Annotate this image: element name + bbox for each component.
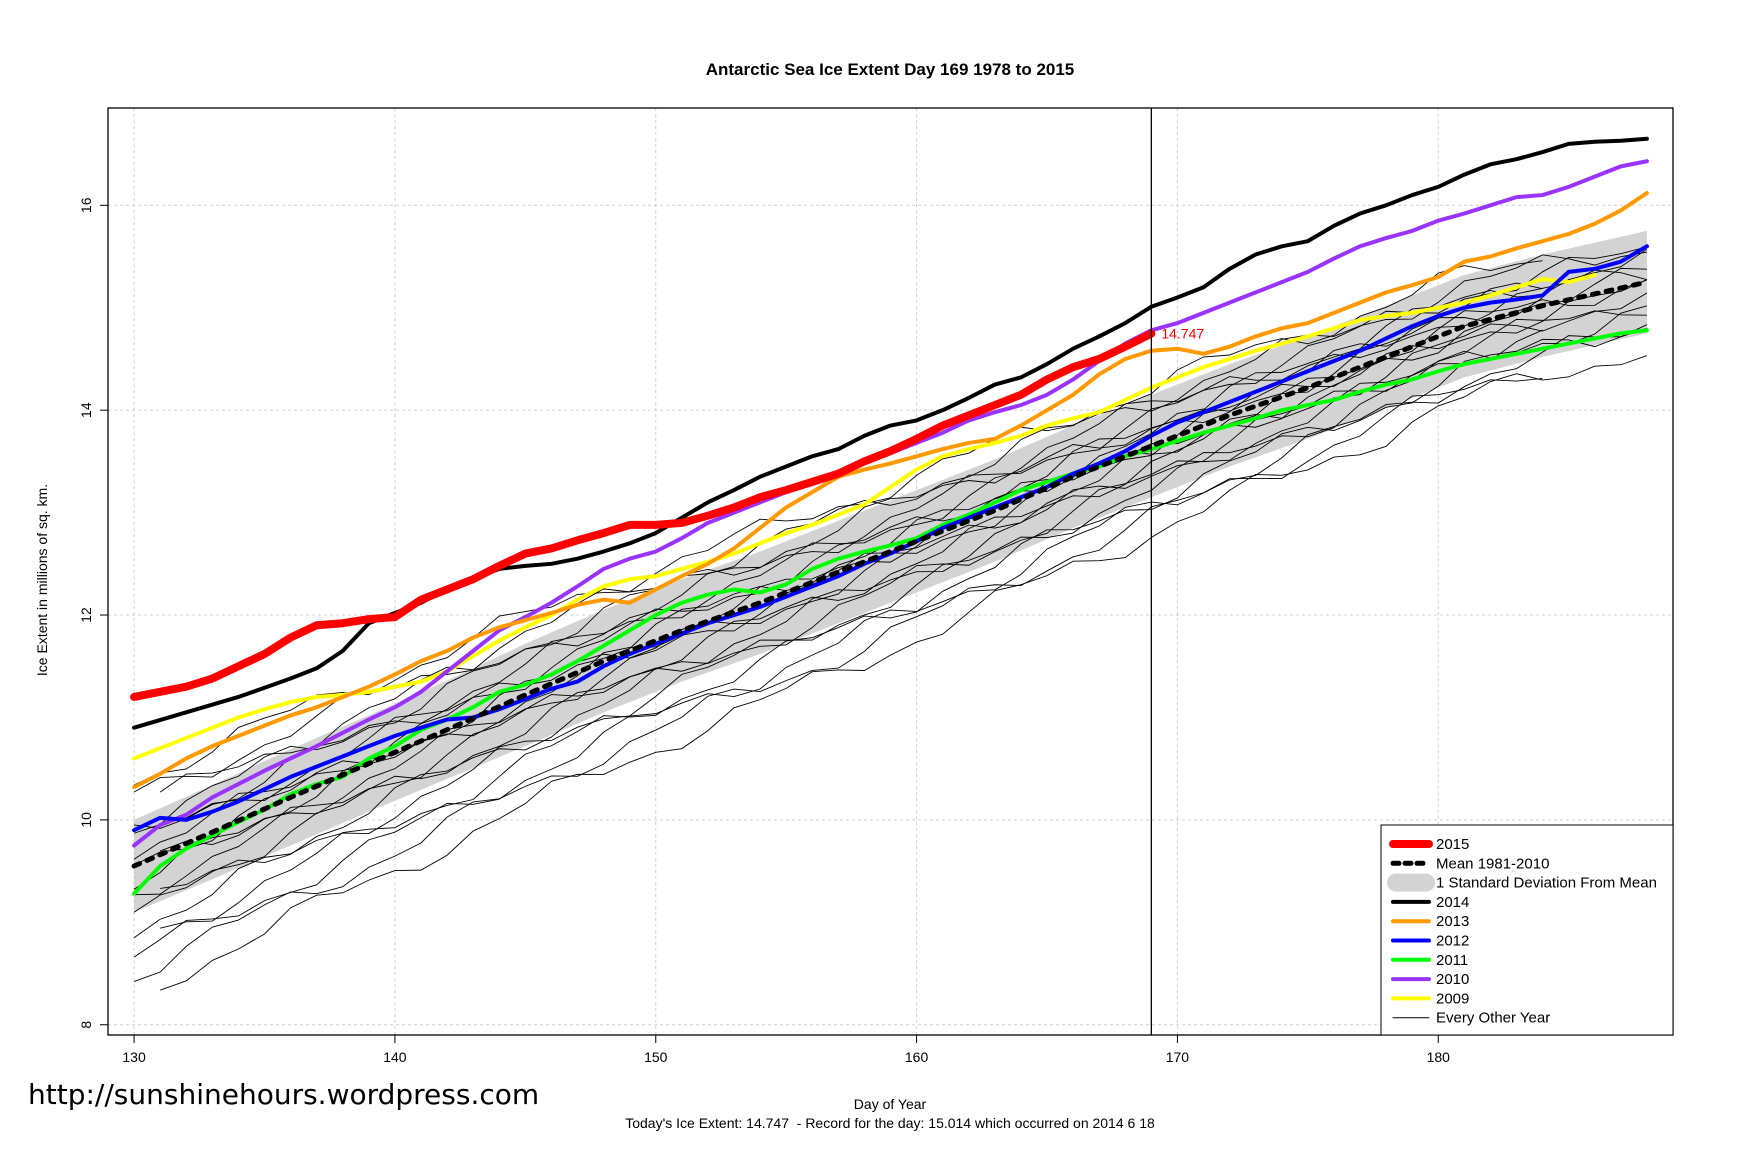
other-year-line xyxy=(133,248,1648,834)
legend: 2015 Mean 1981-2010 1 Standard Deviation F… xyxy=(1380,824,1674,1036)
legend-swatch xyxy=(1387,873,1435,892)
y-tick-label: 16 xyxy=(78,197,94,213)
series-line-mean-1981-2010 xyxy=(131,279,1650,869)
x-tick-label: 170 xyxy=(1166,1049,1190,1065)
y-tick-label: 10 xyxy=(78,812,94,828)
other-year-line xyxy=(133,305,1648,939)
x-tick-label: 150 xyxy=(644,1049,668,1065)
x-axis: 130 140 150 160 170 180 xyxy=(122,1035,1450,1065)
series-line-2009 xyxy=(132,272,1597,761)
other-year-line xyxy=(160,324,1648,929)
series-line-2011 xyxy=(132,328,1649,896)
other-year-line xyxy=(133,260,1543,786)
other-years-lines xyxy=(133,246,1648,991)
x-axis-label: Day of Year xyxy=(854,1096,927,1112)
y-axis: 8 10 12 14 16 xyxy=(78,197,108,1029)
legend-label: 2011 xyxy=(1436,952,1468,969)
x-tick-label: 140 xyxy=(383,1049,407,1065)
other-year-line xyxy=(133,378,1543,983)
legend-label: 2012 xyxy=(1436,933,1469,950)
other-year-line xyxy=(159,246,1648,793)
chart-title: Antarctic Sea Ice Extent Day 169 1978 to… xyxy=(706,60,1075,79)
series-line-2015 xyxy=(130,329,1156,701)
today-value-label: 14.747 xyxy=(1161,326,1204,342)
source-url: http://sunshinehours.wordpress.com xyxy=(28,1078,540,1111)
series-line-2013 xyxy=(132,191,1649,790)
footer-note: Today's Ice Extent: 14.747 - Record for … xyxy=(625,1115,1155,1131)
y-axis-label: Ice Extent in millions of sq. km. xyxy=(34,484,50,676)
x-tick-label: 180 xyxy=(1427,1049,1451,1065)
other-year-line xyxy=(133,279,1648,866)
other-year-line xyxy=(134,282,1543,829)
series-lines xyxy=(130,136,1650,896)
legend-label: 2013 xyxy=(1436,913,1469,930)
legend-label: 2009 xyxy=(1436,990,1469,1007)
legend-label: 2014 xyxy=(1436,894,1469,911)
legend-label: 2010 xyxy=(1436,971,1469,988)
y-tick-label: 8 xyxy=(78,1021,94,1029)
legend-label: 1 Standard Deviation From Mean xyxy=(1436,875,1657,892)
other-year-line xyxy=(160,355,1648,991)
legend-label: Mean 1981-2010 xyxy=(1436,855,1549,872)
x-tick-label: 130 xyxy=(122,1049,146,1065)
other-year-line xyxy=(133,327,1648,958)
other-year-line xyxy=(133,329,1543,913)
y-tick-label: 12 xyxy=(78,607,94,623)
other-year-line xyxy=(134,292,1648,896)
plot-frame xyxy=(107,107,1674,1036)
y-tick-label: 14 xyxy=(78,402,94,418)
legend-label: 2015 xyxy=(1436,836,1469,853)
legend-label: Every Other Year xyxy=(1436,1010,1550,1027)
x-tick-label: 160 xyxy=(905,1049,929,1065)
